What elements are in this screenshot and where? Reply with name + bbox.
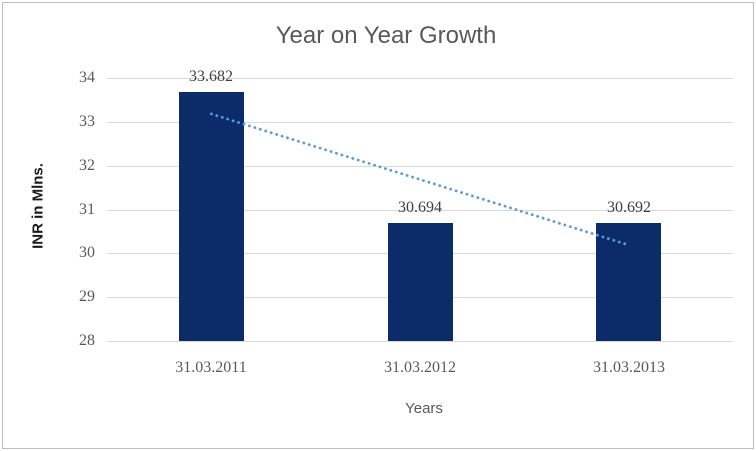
- y-tick-label: 30: [79, 244, 95, 261]
- x-axis-title: Years: [405, 400, 443, 417]
- gridline: [107, 166, 733, 167]
- y-tick-label: 32: [79, 157, 95, 174]
- y-tick-label: 29: [79, 288, 95, 305]
- plot-area: 33.682 30.694 30.692: [107, 68, 733, 342]
- bar-value-label: 33.682: [189, 68, 233, 85]
- trendline: [209, 112, 631, 247]
- bar: [388, 223, 453, 341]
- bar: [179, 92, 244, 341]
- category-label: 31.03.2012: [384, 359, 456, 376]
- category-label: 31.03.2013: [593, 359, 665, 376]
- bar: [596, 223, 661, 341]
- y-tick-label: 28: [79, 332, 95, 349]
- bar-value-label: 30.692: [607, 199, 651, 216]
- y-tick-label: 33: [79, 113, 95, 130]
- gridline: [107, 341, 733, 342]
- bar-value-label: 30.694: [398, 199, 442, 216]
- gridline: [107, 78, 733, 79]
- y-tick-label: 34: [79, 69, 95, 86]
- chart-title: Year on Year Growth: [275, 22, 497, 49]
- gridline: [107, 122, 733, 123]
- category-label: 31.03.2011: [175, 359, 247, 376]
- trendline-svg: [209, 112, 631, 247]
- y-tick-label: 31: [79, 201, 95, 218]
- gridline: [107, 210, 733, 211]
- y-axis-title: INR in Mlns.: [29, 163, 47, 249]
